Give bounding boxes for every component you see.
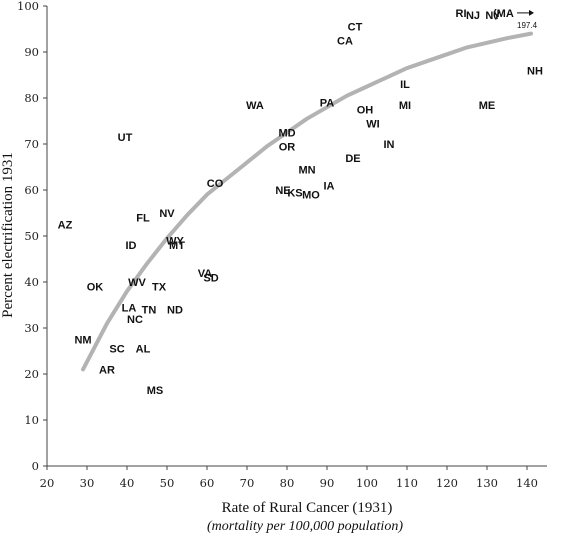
y-tick-label: 30 <box>24 321 39 335</box>
x-tick-label: 130 <box>476 476 498 490</box>
y-tick-label: 50 <box>24 229 39 243</box>
x-axis-label: Rate of Rural Cancer (1931) <box>222 500 393 516</box>
x-tick-label: 50 <box>160 476 175 490</box>
point-label-wi: WI <box>366 118 379 130</box>
point-label-mn: MN <box>298 164 315 176</box>
point-label-ia: IA <box>324 180 335 192</box>
y-tick-label: 0 <box>32 459 39 473</box>
point-label-tn: TN <box>142 305 157 317</box>
point-label-il: IL <box>400 79 410 91</box>
point-label-nm: NM <box>74 335 91 347</box>
point-label-wv: WV <box>128 277 146 289</box>
trend-line <box>81 31 533 372</box>
point-label-wa: WA <box>246 100 264 112</box>
x-tick-label: 40 <box>120 476 135 490</box>
point-label-va: VA <box>198 268 213 280</box>
point-label-ar: AR <box>99 364 115 376</box>
point-label-ca: CA <box>337 36 353 48</box>
x-tick-label: 100 <box>356 476 378 490</box>
point-label-co: CO <box>207 178 224 190</box>
trend-layer <box>81 31 533 372</box>
y-tick-label: 70 <box>24 137 39 151</box>
point-label-or: OR <box>279 141 296 153</box>
y-tick-label: 60 <box>24 183 39 197</box>
point-label-me: ME <box>479 100 496 112</box>
x-tick-label: 20 <box>40 476 55 490</box>
point-label-ok: OK <box>87 282 104 294</box>
point-label-az: AZ <box>58 220 73 232</box>
point-label-sd: SD <box>203 272 218 284</box>
axes: 0 10 20 30 40 50 60 70 80 90 100 20 30 40 50 60 70 80 90 10… <box>17 0 547 490</box>
x-tick-label: 30 <box>80 476 95 490</box>
x-tick-label: 80 <box>280 476 295 490</box>
point-label-nh: NH <box>527 65 543 77</box>
x-tick-label: 90 <box>320 476 335 490</box>
point-label-la: LA <box>122 302 137 314</box>
y-tick-label: 10 <box>24 413 39 427</box>
point-label-nc: NC <box>127 314 143 326</box>
point-label-tx: TX <box>152 282 167 294</box>
point-label-ne: NE <box>275 185 290 197</box>
point-label-ny: NY <box>485 10 501 22</box>
x-tick-label: 120 <box>436 476 458 490</box>
y-tick-label: 90 <box>24 45 39 59</box>
point-label-nj: NJ <box>466 10 480 22</box>
point-label-md: MD <box>278 128 295 140</box>
point-label-id: ID <box>126 240 137 252</box>
x-axis-sublabel: (mortality per 100,000 population) <box>207 519 403 534</box>
y-tick-label: 20 <box>24 367 39 381</box>
point-label-oh: OH <box>357 105 374 117</box>
y-axis-label: Percent electrification 1931 <box>0 152 16 318</box>
point-label-sc: SC <box>109 344 124 356</box>
point-label-mt: MT <box>169 240 185 252</box>
point-label-in: IN <box>384 139 395 151</box>
y-tick-label: 100 <box>17 0 39 13</box>
point-label-ks: KS <box>287 187 302 199</box>
offscale-label: (MA <box>493 8 514 20</box>
point-label-wy: WY <box>166 236 184 248</box>
x-tick-label: 60 <box>200 476 215 490</box>
x-tick-label: 140 <box>516 476 538 490</box>
point-label-ut: UT <box>118 132 133 144</box>
point-label-fl: FL <box>136 213 150 225</box>
point-label-nd: ND <box>167 305 183 317</box>
x-tick-label: 70 <box>240 476 255 490</box>
point-label-nv: NV <box>159 208 175 220</box>
point-label-ct: CT <box>348 22 363 34</box>
point-label-mi: MI <box>399 100 411 112</box>
offscale-arrow-head <box>529 9 534 16</box>
offscale-value: 197.4 <box>517 21 538 30</box>
x-tick-label: 110 <box>396 476 418 490</box>
y-tick-label: 40 <box>24 275 39 289</box>
point-label-pa: PA <box>320 98 335 110</box>
point-label-ri: RI <box>456 8 467 20</box>
point-label-mo: MO <box>302 190 320 202</box>
point-label-al: AL <box>136 344 151 356</box>
point-label-de: DE <box>345 153 360 165</box>
point-label-ms: MS <box>147 385 164 397</box>
y-tick-label: 80 <box>24 91 39 105</box>
